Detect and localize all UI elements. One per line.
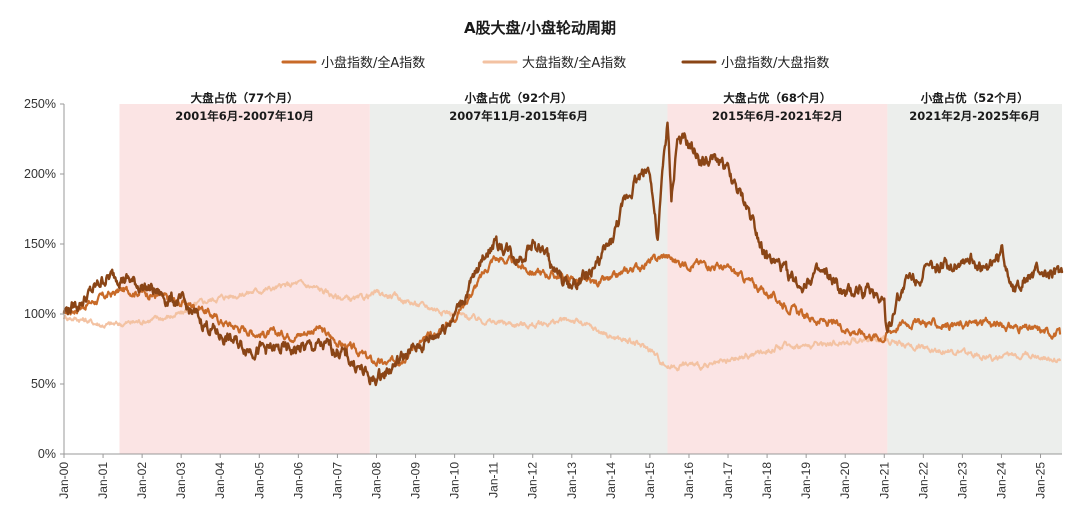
period-range-label-2: 2015年6月-2021年2月 — [712, 109, 843, 123]
x-tick-label: Jan-02 — [135, 462, 149, 499]
series-line-2 — [62, 121, 1064, 387]
legend-label-1: 大盘指数/全A指数 — [522, 55, 626, 71]
y-tick-label: 250% — [24, 97, 56, 111]
x-tick-label: Jan-06 — [291, 462, 305, 499]
period-label-2: 大盘占优（68个月） — [723, 91, 831, 105]
period-range-label-1: 2007年11月-2015年6月 — [449, 109, 588, 123]
x-tick-label: Jan-03 — [174, 462, 188, 499]
x-tick-label: Jan-10 — [448, 462, 462, 499]
x-tick-label: Jan-05 — [252, 462, 266, 499]
x-tick-label: Jan-22 — [916, 462, 930, 499]
x-tick-label: Jan-13 — [565, 462, 579, 499]
x-tick-label: Jan-07 — [330, 462, 344, 499]
period-label-3: 小盘占优（52个月） — [920, 91, 1029, 105]
x-tick-label: Jan-23 — [955, 462, 969, 499]
x-tick-label: Jan-15 — [643, 462, 657, 499]
y-tick-label: 100% — [24, 307, 56, 321]
x-tick-label: Jan-04 — [213, 462, 227, 499]
x-tick-label: Jan-12 — [526, 462, 540, 499]
x-tick-label: Jan-14 — [604, 462, 618, 499]
x-tick-label: Jan-08 — [369, 462, 383, 499]
y-tick-label: 200% — [24, 167, 56, 181]
legend: 小盘指数/全A指数 大盘指数/全A指数 小盘指数/大盘指数 — [281, 55, 829, 71]
series-lines — [62, 121, 1064, 387]
x-tick-label: Jan-25 — [1034, 462, 1048, 499]
x-tick-label: Jan-20 — [838, 462, 852, 499]
y-tick-label: 150% — [24, 237, 56, 251]
period-labels: 大盘占优（77个月） 2001年6月-2007年10月 小盘占优（92个月） 2007… — [175, 91, 1040, 123]
y-tick-label: 0% — [38, 447, 56, 461]
chart-title: A股大盘/小盘轮动周期 — [464, 19, 616, 37]
series-line-1 — [63, 278, 1061, 372]
x-tick-label: Jan-00 — [57, 462, 71, 499]
period-band-2 — [667, 104, 888, 454]
period-band-1 — [369, 104, 668, 454]
period-bands — [119, 104, 1062, 454]
period-band-3 — [887, 104, 1062, 454]
x-tick-label: Jan-16 — [682, 462, 696, 499]
period-band-0 — [119, 104, 370, 454]
period-range-label-0: 2001年6月-2007年10月 — [175, 109, 314, 123]
legend-label-0: 小盘指数/全A指数 — [321, 55, 425, 71]
period-range-label-3: 2021年2月-2025年6月 — [909, 109, 1040, 123]
period-label-1: 小盘占优（92个月） — [464, 91, 573, 105]
x-tick-label: Jan-19 — [799, 462, 813, 499]
x-tick-label: Jan-01 — [96, 462, 110, 499]
legend-label-2: 小盘指数/大盘指数 — [721, 55, 829, 71]
axes: 0% 50% 100% 150% 200% 250% Jan-00 Jan-01 Jan-02 J… — [24, 97, 1062, 499]
x-tick-label: Jan-11 — [487, 462, 501, 498]
y-tick-label: 50% — [31, 377, 56, 391]
x-tick-label: Jan-09 — [409, 462, 423, 499]
x-tick-label: Jan-18 — [760, 462, 774, 499]
period-label-0: 大盘占优（77个月） — [191, 91, 299, 105]
x-tick-label: Jan-21 — [877, 462, 891, 499]
x-tick-label: Jan-24 — [994, 462, 1008, 499]
x-tick-label: Jan-17 — [721, 462, 735, 499]
